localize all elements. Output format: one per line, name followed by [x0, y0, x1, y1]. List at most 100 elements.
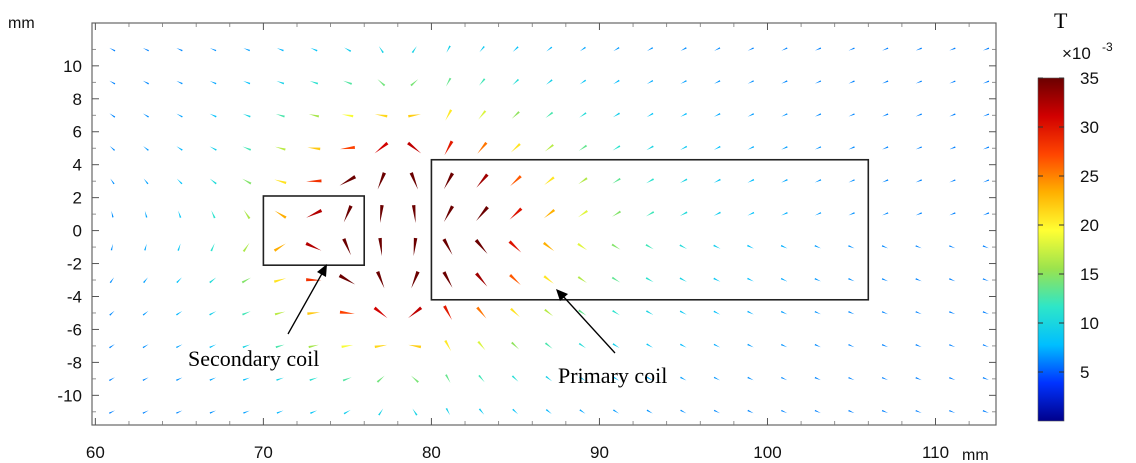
annotation-secondary-coil: Secondary coil [188, 346, 319, 371]
field-arrow [242, 311, 251, 316]
field-arrow [443, 305, 452, 320]
field-arrow [306, 179, 322, 183]
annotation-primary-coil: Primary coil [558, 363, 667, 388]
field-arrow [444, 140, 454, 156]
field-arrow [747, 178, 755, 183]
field-arrow [814, 113, 822, 117]
field-arrow [380, 204, 384, 224]
field-arrow [848, 245, 855, 249]
field-arrow [949, 47, 956, 51]
field-arrow [109, 47, 116, 52]
field-arrow [780, 244, 788, 249]
field-arrow [410, 79, 419, 87]
field-arrow [949, 278, 956, 282]
field-arrow [949, 344, 956, 348]
plot-frame [91, 22, 997, 426]
field-arrow [611, 276, 621, 283]
field-arrow [443, 172, 455, 190]
field-arrow [915, 344, 922, 348]
field-arrow [679, 277, 687, 282]
field-arrow [142, 344, 149, 349]
field-arrow [176, 178, 183, 185]
field-arrow [949, 245, 956, 249]
field-arrow [378, 408, 384, 416]
field-arrow [476, 173, 489, 188]
field-arrow [209, 178, 217, 185]
colorbar-tick-label: 5 [1080, 363, 1089, 382]
colorbar-scale: ×10 [1062, 44, 1091, 63]
field-arrow [242, 146, 252, 151]
field-arrow [545, 111, 554, 119]
field-arrow [814, 310, 821, 315]
field-arrow [546, 46, 553, 52]
field-arrow [915, 80, 922, 84]
field-arrow [613, 46, 620, 52]
field-arrow [341, 114, 354, 118]
field-arrow [209, 377, 217, 381]
primary-coil-outline [430, 158, 870, 301]
annotation-arrow-secondary [287, 269, 325, 335]
field-arrow [511, 375, 519, 382]
field-arrow [781, 113, 788, 117]
field-arrow [209, 146, 217, 151]
field-arrow [781, 146, 788, 150]
field-arrow [915, 409, 922, 414]
y-tick-label: -4 [67, 287, 82, 306]
field-arrow [478, 78, 486, 86]
field-arrow [949, 377, 956, 381]
field-arrow [108, 410, 116, 414]
field-arrow [814, 146, 822, 150]
field-arrow [747, 310, 754, 315]
field-arrow [142, 377, 149, 382]
field-arrow [545, 409, 552, 414]
y-tick-label: 4 [73, 156, 82, 175]
field-arrow [579, 46, 586, 52]
field-arrow [341, 344, 354, 349]
field-arrow [747, 47, 754, 51]
colorbar-gradient [1037, 77, 1065, 422]
field-arrow [339, 310, 355, 314]
field-arrow [276, 48, 284, 52]
field-arrow [578, 309, 587, 316]
field-arrow [780, 343, 788, 348]
field-arrow [982, 344, 989, 348]
field-arrow [376, 375, 385, 383]
field-arrow [508, 240, 522, 253]
field-arrow [949, 113, 956, 117]
field-arrow [982, 311, 989, 315]
field-arrow [143, 277, 148, 284]
field-arrow [612, 112, 620, 118]
field-arrow [848, 376, 855, 381]
annotation-arrow-primary [561, 294, 616, 354]
field-arrow [612, 343, 620, 348]
x-unit-label: mm [962, 447, 989, 463]
field-arrow [646, 79, 654, 85]
field-arrow [848, 113, 855, 117]
field-arrow [781, 80, 788, 84]
field-arrow [209, 80, 217, 85]
field-arrow [308, 344, 319, 349]
field-arrow [814, 47, 822, 51]
field-arrow [579, 112, 587, 118]
field-arrow [714, 113, 721, 117]
field-arrow [915, 113, 922, 117]
field-arrow [680, 47, 687, 51]
field-arrow [544, 176, 555, 185]
field-arrow [445, 408, 451, 416]
colorbar-ticks: 35 30 25 20 15 10 5 [1038, 69, 1099, 382]
field-arrow [510, 307, 520, 318]
field-arrow [342, 377, 352, 382]
field-arrow [578, 342, 587, 349]
field-arrow [274, 210, 287, 219]
field-arrow [679, 211, 688, 217]
field-arrow [209, 410, 217, 414]
field-arrow [577, 209, 588, 218]
field-arrow [577, 242, 588, 251]
field-arrow [110, 243, 113, 251]
colorbar-tick-label: 20 [1080, 216, 1099, 235]
x-tick-label: 70 [254, 443, 273, 462]
field-arrow [373, 306, 388, 319]
colorbar-exponent: -3 [1102, 40, 1113, 54]
field-arrow [542, 241, 555, 252]
